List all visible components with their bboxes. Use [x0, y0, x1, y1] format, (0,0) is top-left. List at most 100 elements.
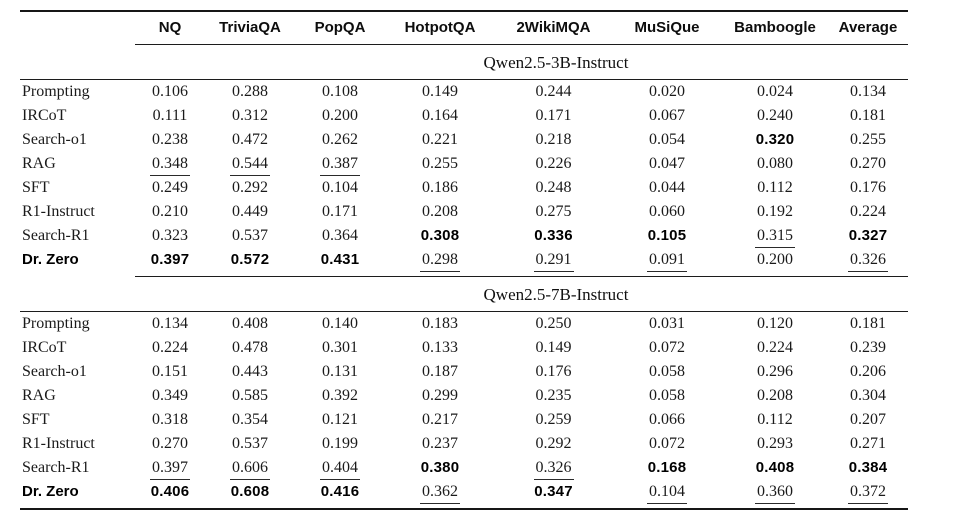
value: 0.058 — [649, 387, 685, 404]
value-cell: 0.293 — [722, 432, 828, 456]
table-row: Dr. Zero 0.397 0.572 0.431 0.298 0.291 0.091 0.… — [20, 248, 908, 277]
value: 0.292 — [535, 435, 572, 452]
value: 0.149 — [422, 83, 458, 100]
value-cell: 0.392 — [295, 384, 385, 408]
value: 0.183 — [422, 315, 458, 332]
value-cell: 0.326 — [495, 456, 612, 480]
value-cell: 0.168 — [612, 456, 722, 480]
table-row: R1-Instruct 0.210 0.449 0.171 0.208 0.275 0.06… — [20, 200, 908, 224]
value: 0.067 — [649, 107, 685, 124]
column-header-bamboogle: Bamboogle — [722, 11, 828, 45]
value: 0.585 — [232, 387, 268, 404]
value: 0.240 — [757, 107, 793, 124]
value-cell: 0.060 — [612, 200, 722, 224]
value-cell: 0.058 — [612, 384, 722, 408]
value: 0.250 — [535, 315, 572, 332]
value-cell: 0.091 — [612, 248, 722, 277]
value-cell: 0.121 — [295, 408, 385, 432]
value: 0.171 — [322, 203, 358, 220]
value: 0.537 — [232, 435, 268, 452]
value-cell: 0.192 — [722, 200, 828, 224]
method-label: Search-o1 — [22, 131, 87, 148]
best-value: 0.327 — [848, 227, 888, 244]
value-cell: 0.384 — [828, 456, 908, 480]
value-cell: 0.315 — [722, 224, 828, 248]
value-cell: 0.235 — [495, 384, 612, 408]
value-cell: 0.171 — [495, 104, 612, 128]
value-cell: 0.606 — [205, 456, 295, 480]
best-value: 0.168 — [647, 459, 687, 476]
value: 0.255 — [422, 155, 458, 172]
value: 0.187 — [422, 363, 458, 380]
value: 0.217 — [422, 411, 458, 428]
method-label: R1-Instruct — [22, 435, 95, 452]
method-label: IRCoT — [22, 107, 67, 124]
value-cell: 0.210 — [135, 200, 205, 224]
value-cell: 0.031 — [612, 312, 722, 337]
value-cell: 0.537 — [205, 432, 295, 456]
value-cell: 0.292 — [205, 176, 295, 200]
value: 0.208 — [757, 387, 793, 404]
value-cell: 0.301 — [295, 336, 385, 360]
table-row: IRCoT 0.224 0.478 0.301 0.133 0.149 0.072 0.224… — [20, 336, 908, 360]
value: 0.318 — [152, 411, 188, 428]
corner-cell — [20, 11, 135, 45]
method-label: R1-Instruct — [22, 203, 95, 220]
value-cell: 0.270 — [135, 432, 205, 456]
column-header-nq: NQ — [135, 11, 205, 45]
value: 0.072 — [649, 339, 685, 356]
method-label: SFT — [22, 179, 50, 196]
value: 0.024 — [757, 83, 793, 100]
value: 0.248 — [535, 179, 572, 196]
value-cell: 0.271 — [828, 432, 908, 456]
table-row: Search-o1 0.238 0.472 0.262 0.221 0.218 0.054 0… — [20, 128, 908, 152]
best-value: 0.347 — [534, 483, 573, 500]
best-value: 0.397 — [150, 251, 190, 268]
value-cell: 0.292 — [495, 432, 612, 456]
value-cell: 0.397 — [135, 248, 205, 277]
value-cell: 0.406 — [135, 480, 205, 510]
value-cell: 0.408 — [205, 312, 295, 337]
method-label: Prompting — [22, 83, 90, 100]
value-cell: 0.298 — [385, 248, 495, 277]
value-cell: 0.224 — [135, 336, 205, 360]
value: 0.192 — [757, 203, 793, 220]
table-body: Qwen2.5-3B-Instruct Prompting 0.106 0.288 0.… — [20, 44, 908, 510]
value: 0.112 — [757, 411, 793, 428]
value-cell: 0.047 — [612, 152, 722, 176]
value-cell: 0.288 — [205, 80, 295, 105]
value-cell: 0.226 — [495, 152, 612, 176]
value: 0.020 — [649, 83, 685, 100]
second-best-value: 0.315 — [755, 226, 795, 248]
value: 0.171 — [535, 107, 572, 124]
value: 0.066 — [649, 411, 685, 428]
value-cell: 0.312 — [205, 104, 295, 128]
value-cell: 0.318 — [135, 408, 205, 432]
best-value: 0.320 — [755, 131, 795, 148]
value: 0.237 — [422, 435, 458, 452]
second-best-value: 0.387 — [320, 154, 360, 176]
value-cell: 0.217 — [385, 408, 495, 432]
second-best-value: 0.404 — [320, 458, 360, 480]
value-cell: 0.349 — [135, 384, 205, 408]
second-best-value: 0.348 — [150, 154, 190, 176]
value-cell: 0.238 — [135, 128, 205, 152]
best-value: 0.336 — [534, 227, 573, 244]
method-label: Dr. Zero — [20, 480, 135, 510]
second-best-value: 0.544 — [230, 154, 270, 176]
value: 0.364 — [322, 227, 358, 244]
column-header-hotpotqa: HotpotQA — [385, 11, 495, 45]
value-cell: 0.323 — [135, 224, 205, 248]
value-cell: 0.296 — [722, 360, 828, 384]
second-best-value: 0.326 — [533, 458, 574, 480]
value-cell: 0.478 — [205, 336, 295, 360]
value-cell: 0.380 — [385, 456, 495, 480]
second-best-value: 0.372 — [848, 482, 888, 504]
header-row: NQ TriviaQA PopQA HotpotQA 2WikiMQA MuSiQue Ba… — [20, 11, 908, 45]
table-row: SFT 0.318 0.354 0.121 0.217 0.259 0.066 0.112 0.… — [20, 408, 908, 432]
value: 0.472 — [232, 131, 268, 148]
value-cell: 0.537 — [205, 224, 295, 248]
best-value: 0.572 — [230, 251, 270, 268]
value-cell: 0.104 — [612, 480, 722, 510]
